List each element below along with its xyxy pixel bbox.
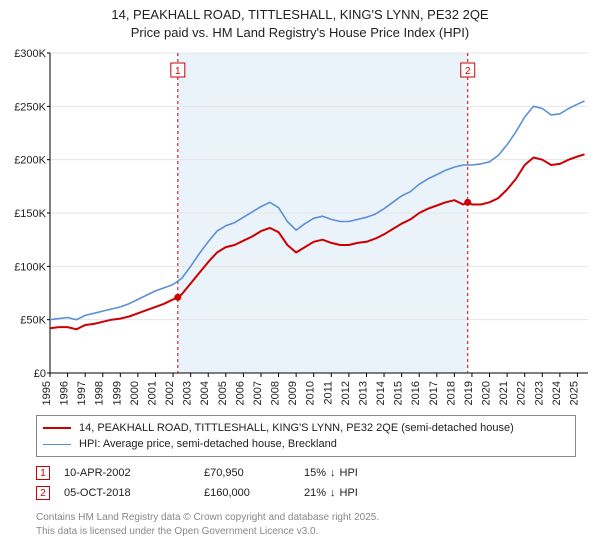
svg-text:2025: 2025	[568, 381, 580, 405]
arrow-down-icon: ↓	[330, 487, 336, 499]
svg-text:2017: 2017	[428, 381, 440, 405]
title-block: 14, PEAKHALL ROAD, TITTLESHALL, KING'S L…	[8, 6, 592, 41]
svg-text:1997: 1997	[76, 381, 88, 405]
svg-text:£100K: £100K	[14, 261, 46, 273]
arrow-down-icon: ↓	[330, 467, 336, 479]
legend-item-price-paid: 14, PEAKHALL ROAD, TITTLESHALL, KING'S L…	[43, 420, 569, 436]
attribution-block: Contains HM Land Registry data © Crown c…	[36, 511, 592, 538]
svg-text:2014: 2014	[375, 381, 387, 405]
chart-container: 14, PEAKHALL ROAD, TITTLESHALL, KING'S L…	[0, 0, 600, 546]
sale-price-1: £70,950	[204, 467, 304, 479]
svg-text:2022: 2022	[516, 381, 528, 405]
legend-item-hpi: HPI: Average price, semi-detached house,…	[43, 436, 569, 452]
sales-table: 1 10-APR-2002 £70,950 15% ↓ HPI 2 05-OCT…	[36, 463, 576, 503]
sale-row-2: 2 05-OCT-2018 £160,000 21% ↓ HPI	[36, 483, 576, 503]
svg-text:2001: 2001	[146, 381, 158, 405]
svg-text:1999: 1999	[111, 381, 123, 405]
title-line-1: 14, PEAKHALL ROAD, TITTLESHALL, KING'S L…	[8, 6, 592, 24]
svg-text:2006: 2006	[234, 381, 246, 405]
svg-text:1: 1	[175, 66, 181, 77]
sale-date-1: 10-APR-2002	[64, 467, 204, 479]
title-line-2: Price paid vs. HM Land Registry's House …	[8, 24, 592, 42]
svg-text:£50K: £50K	[20, 315, 46, 327]
svg-text:2015: 2015	[393, 381, 405, 405]
attribution-line-1: Contains HM Land Registry data © Crown c…	[36, 511, 592, 525]
svg-text:2007: 2007	[252, 381, 264, 405]
sale-price-2: £160,000	[204, 487, 304, 499]
svg-text:2019: 2019	[463, 381, 475, 405]
svg-text:£0: £0	[34, 368, 46, 380]
legend-swatch-hpi	[43, 444, 71, 445]
svg-text:2004: 2004	[199, 381, 211, 405]
sale-badge-2: 2	[36, 486, 50, 500]
svg-text:2016: 2016	[410, 381, 422, 405]
svg-text:2002: 2002	[164, 381, 176, 405]
sale-row-1: 1 10-APR-2002 £70,950 15% ↓ HPI	[36, 463, 576, 483]
svg-text:1998: 1998	[94, 381, 106, 405]
svg-text:2008: 2008	[270, 381, 282, 405]
legend-swatch-price-paid	[43, 427, 71, 429]
svg-text:£200K: £200K	[14, 155, 46, 167]
attribution-line-2: This data is licensed under the Open Gov…	[36, 525, 592, 539]
svg-text:1995: 1995	[41, 381, 53, 405]
svg-text:2020: 2020	[481, 381, 493, 405]
legend-label-hpi: HPI: Average price, semi-detached house,…	[79, 438, 337, 450]
svg-text:£300K: £300K	[14, 48, 46, 60]
legend-box: 14, PEAKHALL ROAD, TITTLESHALL, KING'S L…	[36, 415, 576, 457]
svg-text:2003: 2003	[182, 381, 194, 405]
legend-label-price-paid: 14, PEAKHALL ROAD, TITTLESHALL, KING'S L…	[79, 422, 514, 434]
svg-text:2023: 2023	[533, 381, 545, 405]
svg-text:2021: 2021	[498, 381, 510, 405]
svg-text:2: 2	[465, 66, 471, 77]
svg-text:2000: 2000	[129, 381, 141, 405]
sale-date-2: 05-OCT-2018	[64, 487, 204, 499]
line-chart-svg: £0 £50K £100K £150K £200K £250K £300K 1995 1996 1…	[8, 47, 592, 407]
sale-diff-2: 21% ↓ HPI	[304, 487, 424, 499]
svg-text:2005: 2005	[217, 381, 229, 405]
svg-text:£250K: £250K	[14, 101, 46, 113]
svg-text:1996: 1996	[59, 381, 71, 405]
svg-text:2012: 2012	[340, 381, 352, 405]
svg-text:2024: 2024	[551, 381, 563, 405]
svg-text:2011: 2011	[322, 381, 334, 405]
sale-diff-1: 15% ↓ HPI	[304, 467, 424, 479]
chart-area: £0 £50K £100K £150K £200K £250K £300K 1995 1996 1…	[8, 47, 592, 407]
svg-text:2013: 2013	[357, 381, 369, 405]
sale-badge-1: 1	[36, 466, 50, 480]
svg-text:£150K: £150K	[14, 208, 46, 220]
svg-text:2010: 2010	[305, 381, 317, 405]
svg-text:2009: 2009	[287, 381, 299, 405]
svg-text:2018: 2018	[445, 381, 457, 405]
